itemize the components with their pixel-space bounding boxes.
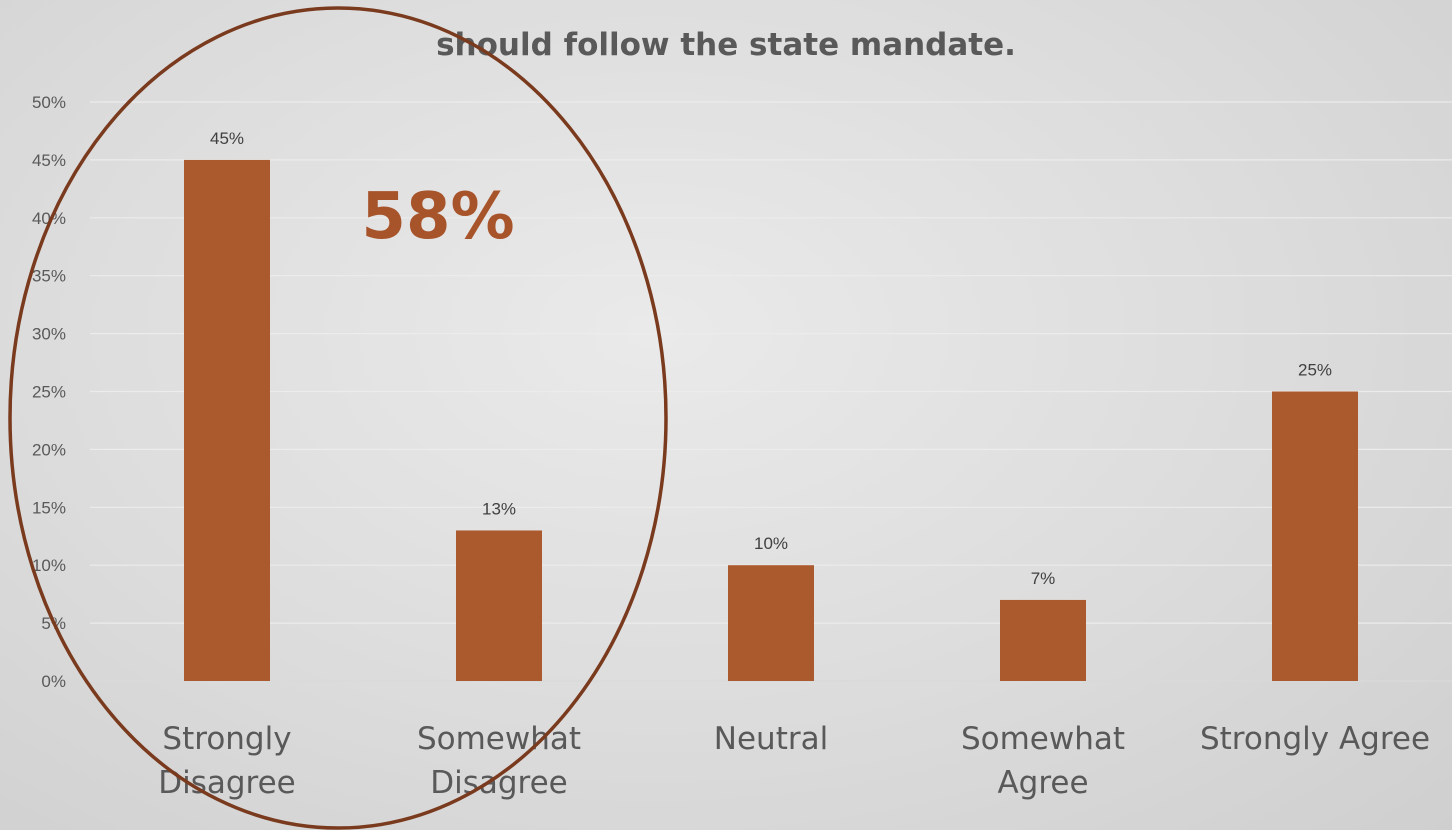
bars <box>184 159 1358 681</box>
y-axis-ticks: 0%5%10%15%20%25%30%35%40%45%50% <box>32 93 66 691</box>
y-tick-label: 40% <box>32 209 66 228</box>
x-axis-label: Neutral <box>714 721 828 757</box>
data-label: 13% <box>482 499 516 518</box>
x-axis-labels: Strongly Disagree Somewhat Disagree Neutral S… <box>158 721 1430 801</box>
data-label: 10% <box>754 534 788 553</box>
x-axis-label: Disagree <box>158 765 296 801</box>
y-tick-label: 15% <box>32 498 66 517</box>
chart-title: should follow the state mandate. <box>436 27 1016 63</box>
gridlines <box>90 101 1452 682</box>
bar <box>728 565 814 681</box>
y-tick-label: 35% <box>32 267 66 286</box>
bar <box>456 530 542 681</box>
chart-title-line: should follow the state mandate. <box>436 27 1016 63</box>
x-axis-label: Disagree <box>430 765 568 801</box>
data-label: 25% <box>1298 361 1332 380</box>
y-tick-label: 0% <box>41 672 66 691</box>
y-tick-label: 10% <box>32 556 66 575</box>
y-tick-label: 25% <box>32 383 66 402</box>
data-label: 7% <box>1031 569 1056 588</box>
x-axis-label: Strongly Agree <box>1200 721 1430 757</box>
bar <box>184 159 270 681</box>
bar <box>1272 391 1358 681</box>
bar <box>1000 599 1086 681</box>
y-tick-label: 20% <box>32 440 66 459</box>
data-label: 45% <box>210 129 244 148</box>
y-tick-label: 30% <box>32 325 66 344</box>
callout-total-disagree: 58% <box>361 180 514 254</box>
y-tick-label: 45% <box>32 151 66 170</box>
x-axis-label: Agree <box>997 765 1088 801</box>
data-labels: 45% 13% 10% 7% 25% <box>210 129 1332 588</box>
highlight-ellipse <box>8 6 668 830</box>
x-axis-label: Somewhat <box>961 721 1125 757</box>
x-axis-label: Strongly <box>162 721 291 757</box>
y-tick-label: 50% <box>32 93 66 112</box>
